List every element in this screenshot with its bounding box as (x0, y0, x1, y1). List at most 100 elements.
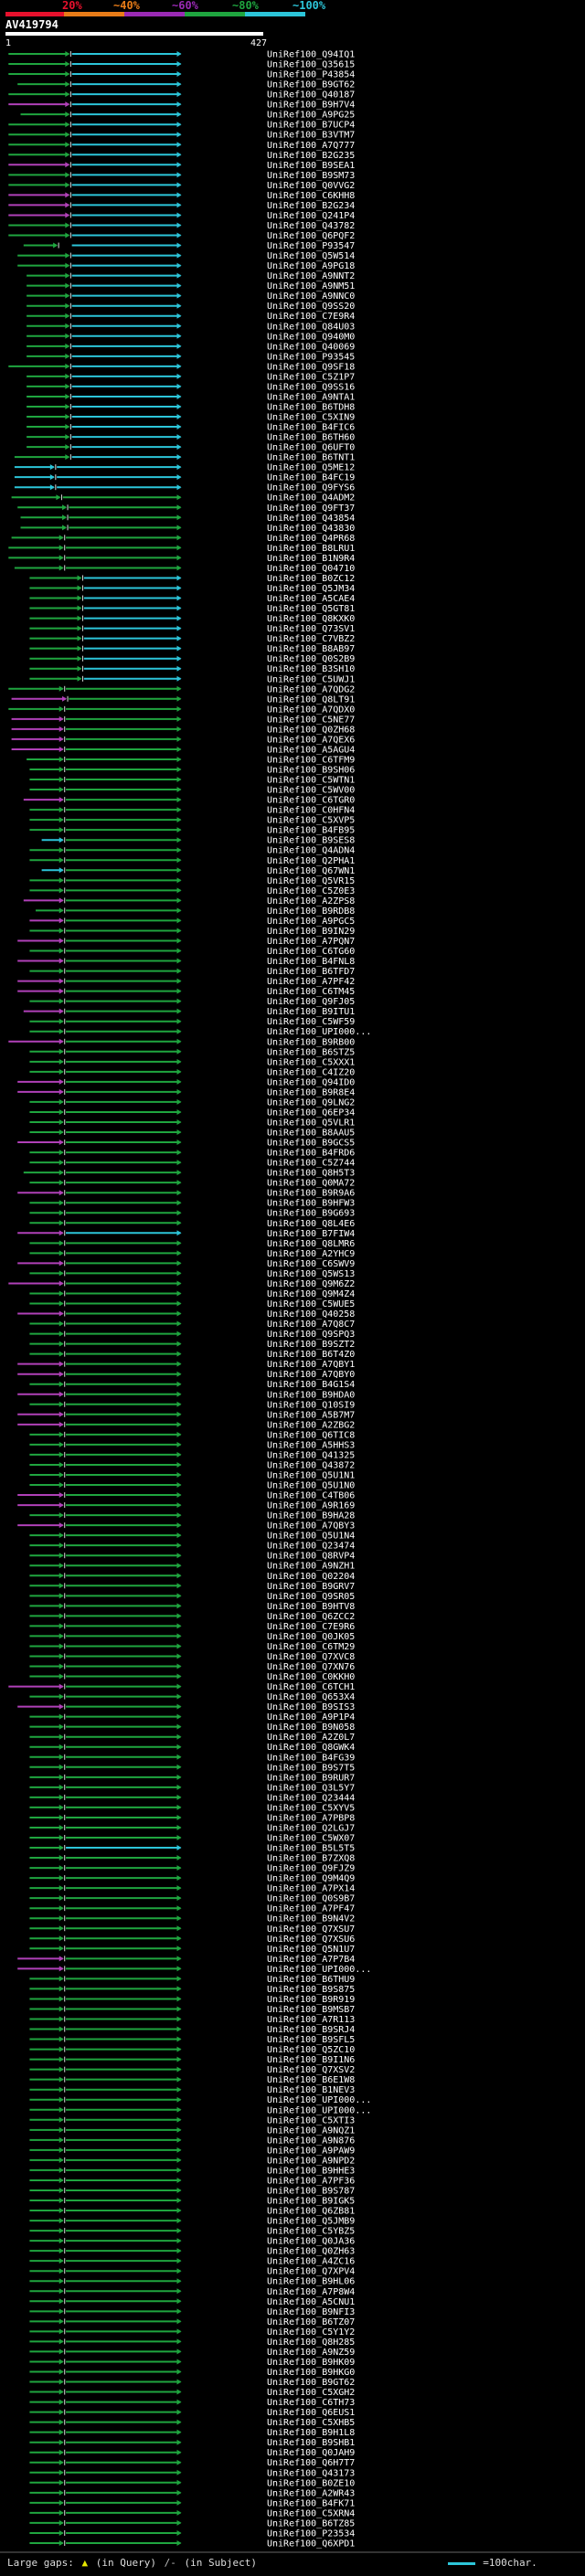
hit-row[interactable]: UniRef100_Q7XSV2 (29, 2065, 355, 2075)
hit-label[interactable]: UniRef100_B9R8E4 (267, 1087, 355, 1097)
hit-label[interactable]: UniRef100_UPI000... (267, 2095, 371, 2105)
hit-row[interactable]: UniRef100_A7QBY3 (17, 1521, 355, 1532)
hit-row[interactable]: UniRef100_B9SHB1 (29, 2438, 355, 2448)
hit-row[interactable]: UniRef100_Q67WN1 (41, 866, 356, 876)
hit-row[interactable]: UniRef100_Q7XVC8 (29, 1652, 355, 1662)
hit-label[interactable]: UniRef100_Q0ZH63 (267, 2247, 355, 2257)
hit-row[interactable]: UniRef100_B8AB97 (29, 644, 355, 654)
hit-row[interactable]: UniRef100_B6TFD7 (29, 967, 355, 977)
hit-row[interactable]: UniRef100_B7ZXQ8 (29, 1854, 355, 1864)
hit-label[interactable]: UniRef100_C7VBZ2 (267, 634, 355, 644)
hit-label[interactable]: UniRef100_B2G235 (267, 151, 355, 161)
hit-label[interactable]: UniRef100_P93547 (267, 241, 355, 251)
hit-label[interactable]: UniRef100_A7R113 (267, 2015, 355, 2025)
hit-label[interactable]: UniRef100_A9PGC5 (267, 917, 355, 927)
hit-row[interactable]: UniRef100_Q10SI9 (29, 1400, 355, 1410)
hit-row[interactable]: UniRef100_B1N9R4 (8, 554, 355, 564)
hit-row[interactable]: UniRef100_Q5N1U7 (29, 1945, 355, 1955)
hit-row[interactable]: UniRef100_Q9SR05 (29, 1592, 355, 1602)
hit-label[interactable]: UniRef100_B6TNT1 (267, 453, 355, 463)
hit-row[interactable]: UniRef100_B9IGK5 (29, 2197, 355, 2207)
hit-label[interactable]: UniRef100_B9N058 (267, 1723, 355, 1733)
hit-label[interactable]: UniRef100_C5WUE5 (267, 1299, 355, 1309)
hit-row[interactable]: UniRef100_B4FRD6 (29, 1149, 355, 1159)
hit-row[interactable]: UniRef100_A5AGU4 (11, 745, 356, 755)
hit-row[interactable]: UniRef100_Q6EP34 (29, 1108, 355, 1118)
hit-label[interactable]: UniRef100_B9IN29 (267, 927, 355, 937)
hit-label[interactable]: UniRef100_B9I1N6 (267, 2055, 355, 2065)
hit-label[interactable]: UniRef100_C6TM45 (267, 987, 355, 997)
hit-label[interactable]: UniRef100_B1N9R4 (267, 554, 355, 564)
hit-label[interactable]: UniRef100_B9GT62 (267, 2378, 355, 2388)
hit-label[interactable]: UniRef100_B9HFW3 (267, 1199, 355, 1209)
hit-row[interactable]: UniRef100_B9RUR7 (29, 1773, 355, 1783)
hit-row[interactable]: UniRef100_C6TG60 (29, 947, 355, 957)
hit-row[interactable]: UniRef100_Q40187 (8, 90, 355, 101)
hit-label[interactable]: UniRef100_Q5N1U7 (267, 1945, 355, 1955)
hit-row[interactable]: UniRef100_B9RB00 (8, 1037, 355, 1047)
hit-label[interactable]: UniRef100_Q8GWK4 (267, 1743, 355, 1753)
hit-label[interactable]: UniRef100_Q73SV1 (267, 624, 355, 634)
hit-row[interactable]: UniRef100_Q9FYS6 (14, 483, 355, 493)
hit-label[interactable]: UniRef100_A4ZC16 (267, 2257, 355, 2267)
hit-row[interactable]: UniRef100_Q9FJZ9 (29, 1864, 355, 1874)
hit-row[interactable]: UniRef100_C4TB06 (17, 1491, 355, 1501)
hit-label[interactable]: UniRef100_B7UCP4 (267, 121, 355, 131)
hit-row[interactable]: UniRef100_C6KHH8 (8, 191, 355, 201)
hit-label[interactable]: UniRef100_B6TZ07 (267, 2317, 355, 2327)
hit-label[interactable]: UniRef100_A2Z0L7 (267, 1733, 355, 1743)
hit-label[interactable]: UniRef100_A9P1P4 (267, 1712, 355, 1723)
hit-row[interactable]: UniRef100_A2WR43 (29, 2488, 355, 2498)
hit-label[interactable]: UniRef100_B0ZE10 (267, 2478, 355, 2488)
hit-label[interactable]: UniRef100_Q0ZH68 (267, 725, 355, 735)
hit-label[interactable]: UniRef100_Q10SI9 (267, 1400, 355, 1410)
hit-row[interactable]: UniRef100_Q940M0 (27, 332, 355, 342)
hit-row[interactable]: UniRef100_Q6XPD1 (29, 2539, 355, 2549)
hit-row[interactable]: UniRef100_B9GCS5 (17, 1139, 355, 1149)
hit-label[interactable]: UniRef100_Q5U1N0 (267, 1481, 355, 1491)
hit-label[interactable]: UniRef100_Q5U1N1 (267, 1470, 355, 1480)
hit-label[interactable]: UniRef100_Q6UFT0 (267, 443, 355, 453)
hit-label[interactable]: UniRef100_UPI000... (267, 1027, 371, 1037)
hit-row[interactable]: UniRef100_Q5U1N1 (29, 1470, 355, 1480)
hit-label[interactable]: UniRef100_Q40187 (267, 90, 355, 101)
hit-row[interactable]: UniRef100_P93545 (27, 352, 355, 362)
hit-label[interactable]: UniRef100_A7QBY3 (267, 1521, 355, 1532)
hit-row[interactable]: UniRef100_Q5VR15 (29, 876, 355, 886)
hit-row[interactable]: UniRef100_B4FK71 (29, 2498, 355, 2508)
hit-row[interactable]: UniRef100_Q8H285 (29, 2337, 355, 2348)
hit-label[interactable]: UniRef100_B4G1S4 (267, 1380, 355, 1390)
hit-label[interactable]: UniRef100_Q5ZC10 (267, 2045, 355, 2055)
hit-row[interactable]: UniRef100_A9NNC0 (27, 292, 355, 302)
hit-row[interactable]: UniRef100_B9NFI3 (29, 2307, 355, 2317)
hit-label[interactable]: UniRef100_B9HA28 (267, 1511, 355, 1521)
hit-label[interactable]: UniRef100_Q6EUS1 (267, 2408, 355, 2418)
hit-row[interactable]: UniRef100_Q653X4 (29, 1692, 355, 1702)
hit-label[interactable]: UniRef100_C5XYV5 (267, 1803, 355, 1813)
hit-label[interactable]: UniRef100_Q43782 (267, 221, 355, 231)
hit-label[interactable]: UniRef100_Q5JM34 (267, 584, 355, 594)
hit-label[interactable]: UniRef100_B6TH60 (267, 433, 355, 443)
hit-row[interactable]: UniRef100_B9G693 (29, 1209, 355, 1219)
hit-row[interactable]: UniRef100_Q6UFT0 (27, 443, 355, 453)
hit-row[interactable]: UniRef100_C7VBZ2 (29, 634, 355, 644)
hit-row[interactable]: UniRef100_Q43782 (8, 221, 355, 231)
hit-label[interactable]: UniRef100_C5XXX1 (267, 1057, 355, 1067)
hit-row[interactable]: UniRef100_B9SEA1 (8, 161, 355, 171)
hit-row[interactable]: UniRef100_C5WUE5 (29, 1299, 355, 1309)
hit-label[interactable]: UniRef100_Q5U1N4 (267, 1532, 355, 1542)
hit-label[interactable]: UniRef100_Q94ID0 (267, 1077, 355, 1087)
hit-label[interactable]: UniRef100_A2YHC9 (267, 1249, 355, 1259)
hit-label[interactable]: UniRef100_Q5GT81 (267, 604, 355, 614)
hit-row[interactable]: UniRef100_B0ZE10 (29, 2478, 355, 2488)
hit-label[interactable]: UniRef100_Q8H285 (267, 2337, 355, 2348)
hit-row[interactable]: UniRef100_Q0ZH63 (29, 2247, 355, 2257)
hit-label[interactable]: UniRef100_Q2LGJ7 (267, 1823, 355, 1833)
hit-label[interactable]: UniRef100_B4FNL8 (267, 957, 355, 967)
hit-label[interactable]: UniRef100_Q9M6Z2 (267, 1279, 355, 1289)
hit-row[interactable]: UniRef100_A4ZC16 (29, 2257, 355, 2267)
hit-row[interactable]: UniRef100_UPI000... (29, 1027, 371, 1037)
hit-label[interactable]: UniRef100_Q2PHA1 (267, 856, 355, 866)
hit-label[interactable]: UniRef100_Q5JMB9 (267, 2217, 355, 2227)
hit-label[interactable]: UniRef100_C6TCH1 (267, 1682, 355, 1692)
